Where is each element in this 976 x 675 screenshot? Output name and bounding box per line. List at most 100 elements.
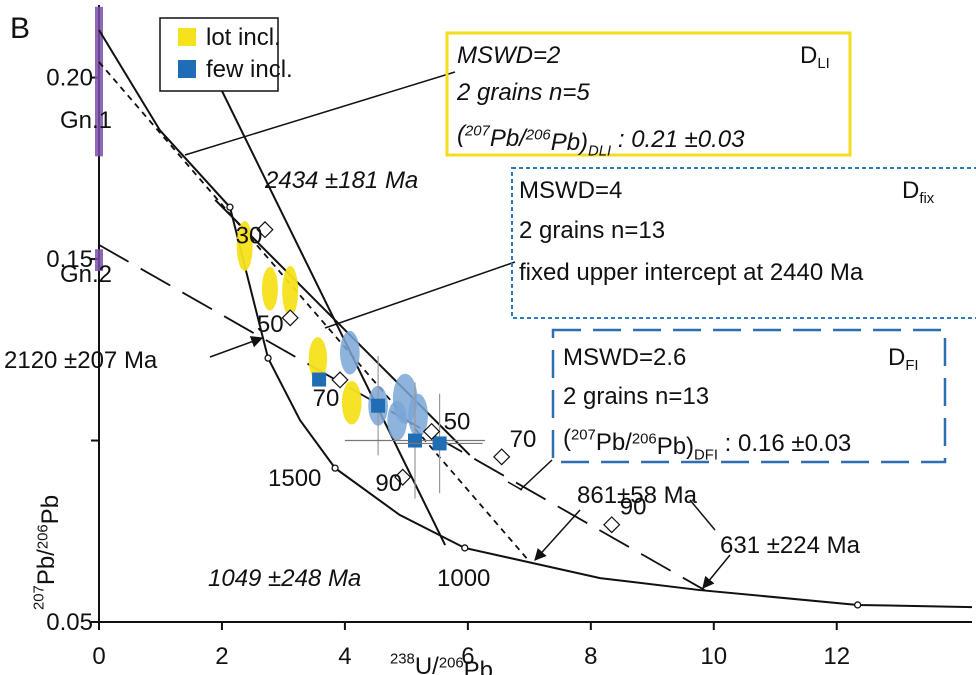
info-text: MSWD=2	[457, 42, 560, 69]
age-label: 2434 ±181 Ma	[264, 167, 418, 194]
leader-line	[324, 261, 516, 329]
y-axis-label-part: Pb/	[33, 549, 60, 585]
info-tag: DFI	[888, 344, 919, 374]
legend: lot incl. few incl.	[159, 17, 293, 92]
model-age-label: 50	[257, 311, 284, 338]
group-bar	[95, 249, 103, 272]
info-text-part: 2 grains n=13	[563, 383, 709, 410]
age-label: 861±58 Ma	[577, 482, 698, 509]
age-label: 1049 ±248 Ma	[208, 565, 361, 592]
info-text-part: fixed upper intercept at 2440 Ma	[519, 259, 864, 286]
x-axis-label-part: 238	[390, 651, 415, 667]
y-tick-label: 0.15	[46, 246, 93, 273]
info-text-part: Pb/	[596, 429, 632, 456]
age-marker	[264, 354, 272, 362]
x-axis-label-part: Pb	[464, 657, 493, 675]
x-tick-label: 8	[584, 643, 597, 670]
age-label: 2120 ±207 Ma	[4, 347, 158, 374]
info-text-part: 207	[571, 427, 596, 443]
model-age-marker	[281, 309, 299, 327]
error-ellipse	[339, 330, 360, 375]
info-tag: Dfix	[902, 177, 935, 207]
x-axis-label-part: 206	[439, 655, 464, 671]
intercept-tick	[689, 499, 716, 531]
info-text-part: (	[563, 425, 571, 452]
info-text-part: Pb)	[551, 129, 588, 156]
info-text: 2 grains n=5	[456, 79, 590, 106]
model-age-marker	[603, 516, 621, 534]
x-tick-label: 4	[338, 643, 351, 670]
info-tag-part: fix	[919, 191, 934, 207]
model-age-marker	[422, 422, 441, 441]
model-age-label: 50	[444, 408, 471, 435]
model-age-label: 90	[375, 470, 402, 497]
legend-swatch	[178, 60, 196, 78]
error-ellipse	[308, 337, 328, 381]
legend-label: few incl.	[206, 56, 293, 83]
group-label: Gn.2	[60, 261, 112, 288]
info-text-part: DLI	[588, 143, 611, 159]
age-label: 1000	[437, 565, 490, 592]
leader-line	[519, 459, 553, 491]
info-text-part: MSWD=2.6	[563, 344, 686, 371]
info-text: 2 grains n=13	[519, 217, 665, 244]
group-label: Gn.1	[60, 107, 112, 134]
x-axis-label-part: U/	[415, 653, 439, 675]
y-axis-label-part: 207	[31, 585, 47, 610]
error-ellipse	[236, 220, 253, 272]
error-ellipse	[408, 393, 428, 438]
error-ellipse	[282, 265, 299, 317]
info-text-part: DFI	[694, 447, 718, 463]
info-tag-part: LI	[817, 56, 829, 72]
leader-line	[184, 71, 456, 156]
info-tag-part: D	[888, 344, 905, 371]
y-axis-label-part: Pb	[37, 495, 64, 524]
info-text-part: (	[457, 121, 468, 148]
x-tick-label: 0	[92, 643, 105, 670]
model-age-marker	[331, 371, 349, 389]
data-point	[371, 398, 386, 413]
info-tag-part: D	[902, 177, 919, 204]
arrow	[702, 554, 731, 589]
concordia-curve	[98, 29, 973, 609]
data-point	[408, 433, 423, 448]
y-tick-label: 0.20	[46, 65, 93, 92]
info-text-part: 2 grains n=5	[456, 79, 590, 106]
info-tag-part: FI	[905, 358, 918, 374]
info-text-part: : 0.16 ±0.03	[718, 430, 851, 457]
info-text-part: 206	[632, 431, 657, 447]
age-label: 631 ±224 Ma	[720, 532, 861, 559]
error-ellipse	[261, 267, 278, 311]
regression-line	[211, 71, 447, 546]
info-box	[551, 328, 947, 464]
group-bar	[95, 6, 103, 157]
x-tick-label: 2	[215, 643, 228, 670]
info-text: (207Pb/206Pb)DFI : 0.16 ±0.03	[563, 425, 851, 463]
model-age-marker	[256, 221, 274, 239]
info-text-part: 2 grains n=13	[519, 217, 665, 244]
info-text-part: 207	[464, 123, 491, 139]
info-text-part: 206	[525, 127, 552, 143]
plot-area: 0 2 4 6 8 10 120.050.150.20238U/206Pb207Pb/206…	[31, 5, 973, 675]
model-age-marker	[394, 468, 412, 486]
regression-line	[98, 61, 531, 563]
info-text-part: MSWD=2	[457, 42, 560, 69]
error-ellipse	[387, 400, 408, 441]
info-text: fixed upper intercept at 2440 Ma	[519, 259, 864, 286]
info-text-part: MSWD=4	[519, 177, 622, 204]
x-tick-label: 12	[823, 643, 850, 670]
info-text-part: : 0.21 ±0.03	[611, 126, 745, 153]
annotations	[184, 71, 731, 589]
model-age-label: 30	[236, 223, 263, 250]
x-tick-label: 6	[461, 643, 474, 670]
info-text: 2 grains n=13	[563, 383, 709, 410]
y-tick-label: 0.05	[46, 609, 93, 636]
info-tag: DLI	[800, 42, 830, 72]
legend-label: lot incl.	[206, 24, 281, 51]
error-ellipse	[341, 381, 362, 425]
info-box	[445, 31, 852, 157]
model-age-label: 90	[620, 494, 647, 521]
y-axis-label: 207Pb/206Pb	[31, 495, 64, 610]
data-point	[312, 372, 327, 387]
